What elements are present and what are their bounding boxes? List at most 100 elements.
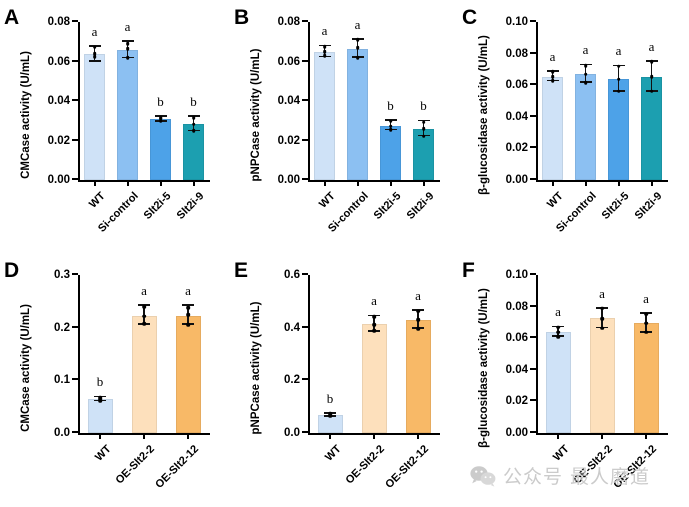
x-axis-tick (126, 181, 129, 186)
data-point (644, 312, 648, 316)
y-axis-tick-label: 0.0 (54, 427, 70, 439)
data-point (355, 37, 360, 42)
x-axis-tick-label: OE-Slt2-2 (343, 443, 388, 487)
bar (347, 48, 368, 180)
y-axis-tick (72, 325, 78, 328)
y-axis-label: pNPCase activity (U/mL) (250, 48, 262, 182)
y-axis-tick (530, 114, 536, 117)
x-axis-label-anchor: OE-Slt2-12 (384, 433, 432, 491)
data-point (191, 122, 196, 126)
x-axis-tick (650, 181, 653, 186)
significance-letter: b (326, 390, 334, 406)
bar (405, 319, 431, 433)
x-axis-tick (329, 434, 331, 439)
bar (361, 323, 387, 433)
significance-letter: a (643, 290, 649, 306)
data-point (98, 395, 102, 400)
data-point (649, 74, 654, 79)
data-point (600, 317, 604, 321)
data-point (600, 326, 604, 331)
y-axis-line (308, 275, 310, 433)
x-axis-tick (373, 434, 375, 439)
y-axis-tick (302, 59, 308, 62)
data-point (388, 124, 393, 129)
significance-letter: a (371, 293, 377, 309)
significance-letter: a (599, 285, 605, 301)
data-point (191, 129, 196, 133)
data-point (186, 313, 190, 317)
data-point (644, 330, 648, 334)
y-axis-tick (530, 336, 536, 339)
significance-letter: a (141, 283, 147, 299)
y-axis-tick-label: 0.00 (505, 427, 528, 439)
y-axis-line (308, 22, 310, 180)
x-axis-tick (187, 434, 189, 439)
x-axis-tick-label: Slt2i-5 (142, 190, 174, 222)
y-axis-tick-label: 0.08 (47, 16, 70, 28)
data-point (556, 335, 560, 339)
y-axis-tick (302, 378, 308, 381)
y-axis-line (536, 22, 538, 180)
significance-letter: b (190, 93, 197, 109)
y-axis-tick-label: 0.2 (284, 374, 300, 387)
x-axis-tick (417, 434, 419, 439)
data-point (191, 116, 196, 120)
plot-area: 0.00 0.02 0.04 0.06 0.08 a WT a Si-control b Slt2i… (48, 16, 210, 235)
data-point (125, 47, 130, 51)
bar (117, 50, 138, 180)
y-axis-tick (302, 99, 308, 101)
y-axis-label: β-glucosidase activity (U/mL) (478, 35, 490, 195)
bar (633, 323, 659, 433)
plot-area: 0.00 0.02 0.04 0.06 0.08 0.10 a WT a Si-control a S… (506, 16, 668, 235)
y-axis-tick (530, 304, 536, 307)
data-point (125, 55, 130, 60)
x-axis-tick-label: OE-Slt2-12 (611, 443, 660, 491)
panel-letter-d: D (4, 259, 20, 282)
x-axis-label-anchor: OE-Slt2-2 (344, 433, 387, 486)
plot-area: 0.00 0.02 0.04 0.06 0.08 a WT a Si-control b Slt2i… (278, 16, 440, 235)
y-axis-tick-label: 0.04 (277, 95, 300, 107)
x-axis-label-anchor: Slt2i-5 (142, 180, 174, 222)
y-axis-tick-label: 0.4 (284, 321, 300, 334)
bar (87, 399, 113, 433)
chart-panel-a: A CMCase activity (U/mL) 0.00 0.02 0.04 0.06 0… (0, 0, 229, 253)
x-axis-tick-label: Slt2i-9 (175, 190, 207, 222)
x-axis-label-anchor: OE-Slt2-12 (612, 433, 660, 491)
y-axis-tick (72, 273, 78, 275)
y-axis-tick (530, 431, 536, 433)
y-axis-tick (530, 367, 536, 370)
data-point (92, 54, 97, 59)
y-axis-tick-label: 0.06 (47, 55, 70, 68)
y-axis-line (536, 275, 538, 433)
y-axis-tick-label: 0.00 (47, 174, 70, 186)
bar (608, 78, 629, 180)
y-axis-tick (530, 83, 536, 86)
y-axis-tick (72, 378, 78, 381)
data-point (583, 63, 588, 68)
y-axis-tick (72, 178, 78, 180)
bar (542, 76, 563, 180)
x-axis-label-anchor: Si-control (96, 180, 141, 235)
y-axis-tick (72, 431, 78, 433)
x-axis-tick (389, 181, 392, 186)
y-axis-tick (530, 178, 536, 180)
data-point (158, 115, 163, 120)
significance-letter: a (321, 23, 328, 39)
significance-letter: b (157, 93, 164, 109)
data-point (388, 119, 393, 123)
bar (545, 331, 571, 433)
y-axis-tick-label: 0.3 (54, 269, 70, 281)
x-axis-label-anchor: WT (323, 433, 344, 464)
x-axis-label-anchor: Slt2i-9 (175, 180, 207, 222)
significance-letter: a (415, 287, 421, 303)
x-axis-tick (584, 181, 587, 186)
panel-letter-a: A (4, 6, 20, 29)
x-axis-tick-label: WT (87, 190, 108, 211)
y-axis-tick-label: 0.06 (277, 55, 300, 68)
x-axis-tick-label: OE-Slt2-12 (153, 443, 202, 491)
y-axis-tick (72, 99, 78, 101)
bar (380, 125, 401, 180)
y-axis-label: pNPCase activity (U/mL) (250, 301, 262, 435)
